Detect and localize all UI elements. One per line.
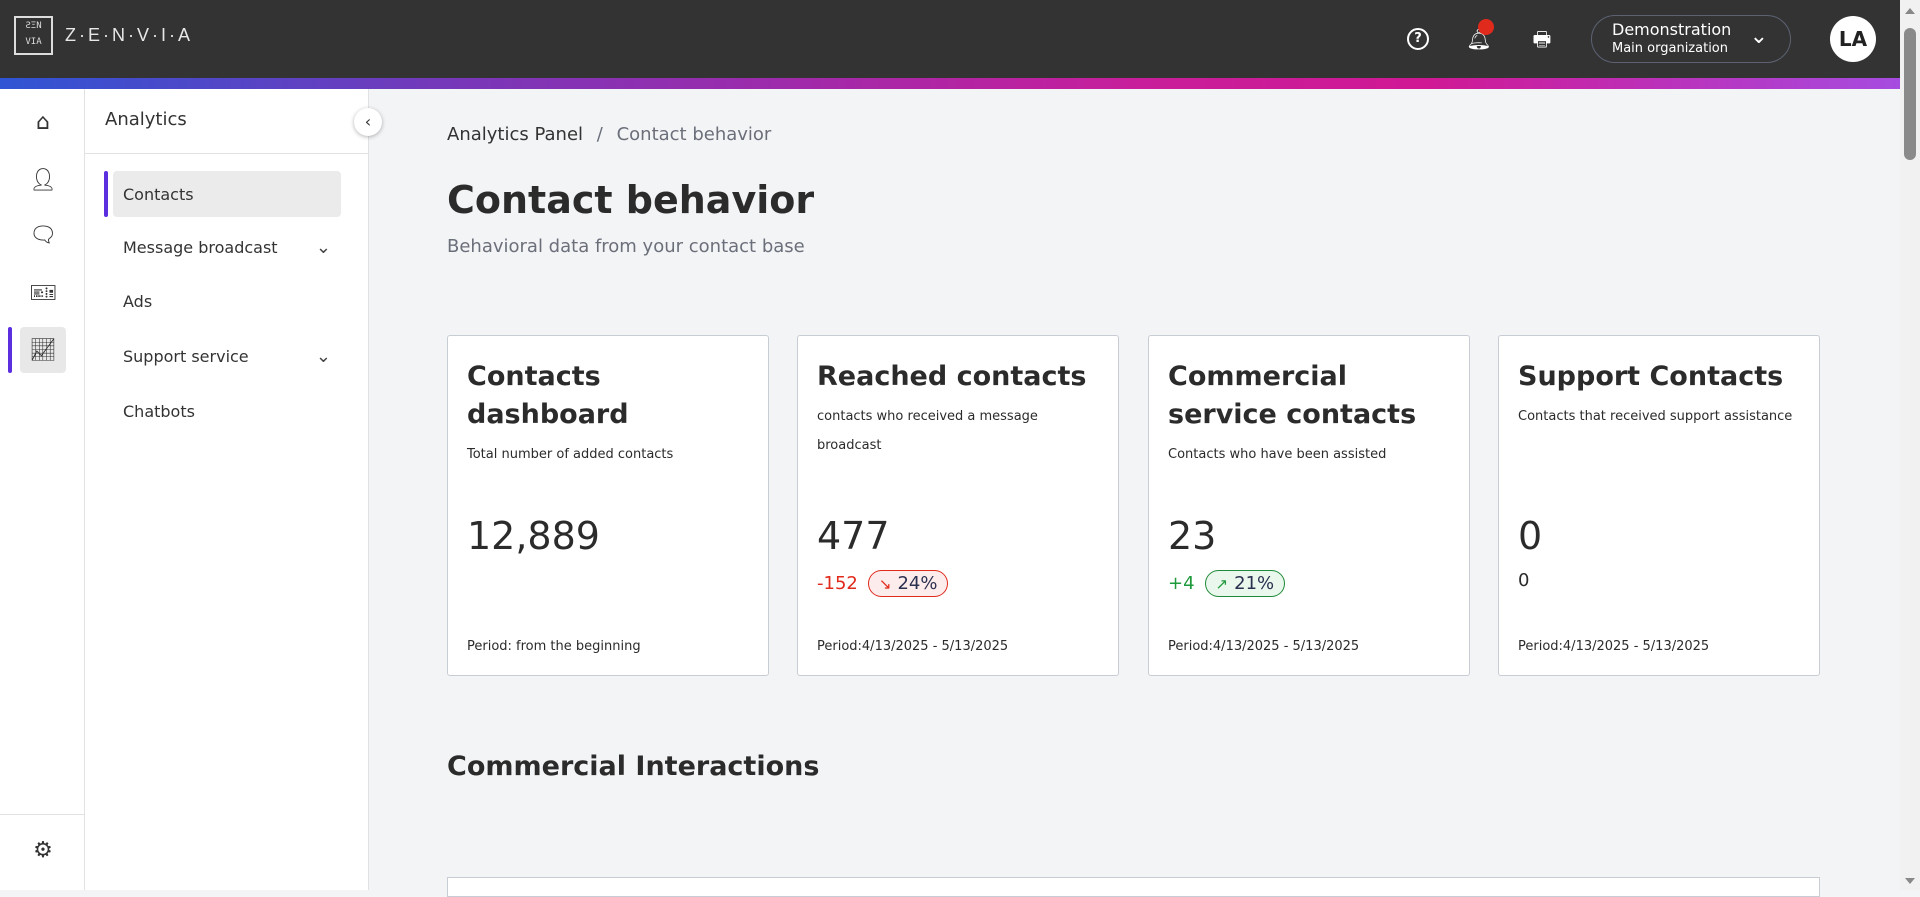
sidebar-item-support-service[interactable]: Support service ⌄ [113, 333, 341, 379]
card-value: 477 [817, 514, 890, 558]
chevron-down-icon: ⌄ [315, 236, 331, 258]
sidebar-title: Analytics [105, 109, 187, 130]
logo-mark-icon: ƧΞN VIA [14, 16, 53, 55]
card-description: contacts who received a message broadcas… [817, 409, 1038, 453]
breadcrumb-separator: / [596, 124, 603, 145]
card-title: Contacts dashboard [467, 361, 629, 430]
chevron-down-icon: ⌄ [1749, 24, 1768, 49]
sidebar-item-label: Chatbots [123, 401, 195, 421]
card-value: 23 [1168, 514, 1217, 558]
page-subtitle: Behavioral data from your contact base [447, 236, 805, 257]
commercial-interactions-card [447, 877, 1820, 897]
chart-icon[interactable]: 📈︎ [8, 327, 66, 373]
card-period: Period:4/13/2025 - 5/13/2025 [1168, 639, 1360, 654]
brand-gradient-bar [0, 78, 1900, 89]
sidebar-item-message-broadcast[interactable]: Message broadcast ⌄ [113, 224, 341, 270]
card-value: 12,889 [467, 514, 600, 558]
card-description: Contacts that received support assistanc… [1518, 409, 1793, 424]
card-description: Contacts who have been assisted [1168, 447, 1387, 462]
trend-percent: 21% [1234, 573, 1275, 594]
chat-icon[interactable]: 🗨︎ [29, 222, 57, 248]
card-title: Support Contacts [1518, 361, 1784, 392]
sidebar-item-contacts[interactable]: Contacts [104, 171, 341, 217]
breadcrumb-analytics-panel[interactable]: Analytics Panel [447, 124, 584, 145]
active-indicator [8, 327, 12, 373]
scroll-down-icon[interactable] [1905, 878, 1915, 884]
sidebar-item-label: Contacts [123, 184, 194, 204]
home-icon[interactable]: ⌂ [36, 109, 50, 135]
divider [0, 814, 85, 815]
arrow-up-right-icon: ↗ [1215, 575, 1229, 593]
card-description: Total number of added contacts [467, 447, 674, 462]
scroll-thumb[interactable] [1904, 28, 1916, 160]
org-subtitle: Main organization [1612, 41, 1728, 56]
active-indicator [104, 171, 108, 217]
icon-rail: ⌂ 👤︎ 🗨︎ 🎫︎ 📈︎ ⚙ [0, 89, 85, 890]
breadcrumb: Analytics Panel / Contact behavior [447, 124, 771, 145]
printer-icon[interactable]: 🖶 [1532, 27, 1552, 51]
breadcrumb-current: Contact behavior [616, 124, 772, 145]
card-support-contacts: Support Contacts Contacts that received … [1498, 335, 1820, 676]
chevron-down-icon: ⌄ [315, 345, 331, 367]
scroll-up-icon[interactable] [1905, 8, 1915, 14]
section-title: Commercial Interactions [447, 751, 820, 782]
card-period: Period:4/13/2025 - 5/13/2025 [817, 639, 1009, 654]
avatar[interactable]: LA [1830, 16, 1876, 62]
sidebar-item-label: Ads [123, 291, 153, 311]
top-bar: ƧΞN VIA Z·E·N·V·I·A ? 🔔︎ 🖶 Demonstration … [0, 0, 1900, 78]
gear-icon[interactable]: ⚙ [33, 837, 53, 863]
logo-text: Z·E·N·V·I·A [65, 25, 193, 45]
card-title: Reached contacts [817, 361, 1087, 392]
organization-selector[interactable]: Demonstration Main organization ⌄ [1591, 15, 1791, 63]
sidebar: Analytics Contacts Message broadcast ⌄ Ad… [85, 89, 369, 890]
collapse-sidebar-button[interactable]: ‹ [354, 108, 382, 136]
card-period: Period: from the beginning [467, 639, 641, 654]
sidebar-item-label: Support service [123, 346, 249, 366]
card-reached-contacts: Reached contacts contacts who received a… [797, 335, 1119, 676]
card-delta: -152 [817, 573, 858, 594]
zenvia-logo[interactable]: ƧΞN VIA Z·E·N·V·I·A [14, 16, 193, 55]
org-name: Demonstration [1612, 20, 1732, 39]
card-delta: 0 [1518, 570, 1530, 591]
trend-percent: 24% [897, 573, 938, 594]
user-icon[interactable]: 👤︎ [29, 167, 57, 193]
sidebar-item-ads[interactable]: Ads [113, 278, 341, 324]
help-icon[interactable]: ? [1407, 28, 1429, 50]
arrow-down-right-icon: ↘ [878, 575, 892, 593]
ticket-icon[interactable]: 🎫︎ [29, 280, 57, 306]
divider [85, 153, 369, 154]
page-title: Contact behavior [447, 178, 815, 222]
trend-badge: ↘ 24% [867, 570, 949, 597]
card-delta: +4 [1168, 573, 1195, 594]
notification-dot [1478, 19, 1494, 35]
card-title: Commercial service contacts [1168, 361, 1417, 430]
card-commercial-service-contacts: Commercial service contacts Contacts who… [1148, 335, 1470, 676]
card-contacts-dashboard: Contacts dashboard Total number of added… [447, 335, 769, 676]
card-period: Period:4/13/2025 - 5/13/2025 [1518, 639, 1710, 654]
sidebar-item-chatbots[interactable]: Chatbots [113, 388, 341, 434]
trend-badge: ↗ 21% [1204, 570, 1286, 597]
scrollbar[interactable] [1900, 0, 1920, 890]
sidebar-item-label: Message broadcast [123, 237, 278, 257]
card-value: 0 [1518, 514, 1543, 558]
